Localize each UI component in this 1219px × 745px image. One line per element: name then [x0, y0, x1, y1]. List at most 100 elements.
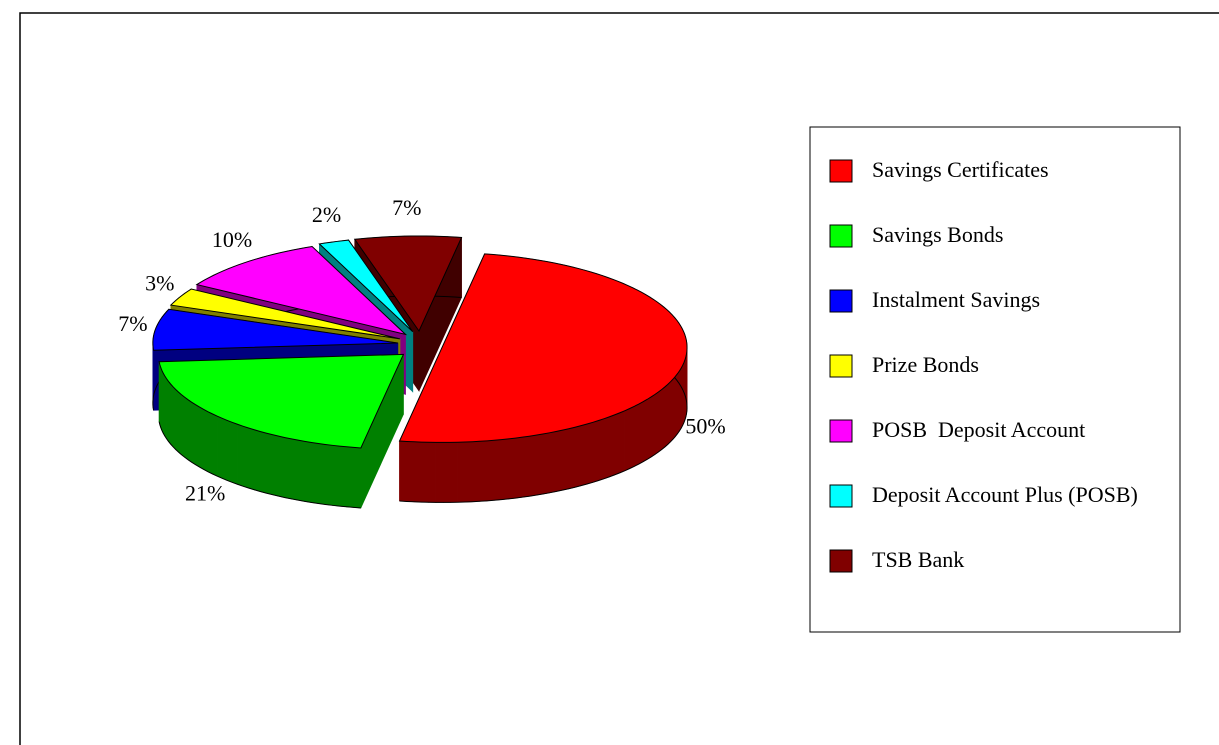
slice-side	[464, 441, 473, 503]
slice-side	[592, 420, 599, 483]
slice-side	[580, 423, 588, 487]
slice-side	[284, 437, 292, 500]
slice-side	[304, 441, 312, 503]
slice-side	[619, 410, 626, 474]
slice-side	[501, 438, 509, 500]
slice	[158, 353, 405, 509]
slice-side	[346, 446, 354, 508]
slice-side	[624, 408, 631, 472]
slice-side	[670, 378, 674, 443]
legend-label: Savings Bonds	[872, 222, 1003, 247]
data-label: 7%	[392, 195, 421, 220]
slice-side	[226, 419, 233, 483]
slice-side	[297, 439, 306, 502]
slice-top	[169, 288, 401, 340]
data-label: 10%	[212, 227, 252, 252]
legend-label: Savings Certificates	[872, 157, 1049, 182]
slice-side	[568, 426, 576, 490]
slice-side	[654, 391, 659, 456]
slice-side	[493, 439, 502, 501]
slice-top	[158, 353, 405, 449]
data-label: 7%	[118, 311, 147, 336]
slice-side	[555, 429, 563, 492]
slice-side	[629, 405, 635, 469]
slice-side	[259, 431, 267, 494]
slice-side	[278, 435, 286, 498]
slice-side	[265, 432, 273, 496]
slice-side	[646, 396, 652, 460]
slice-side	[442, 442, 451, 503]
slice-top	[195, 245, 408, 336]
slice-side	[216, 415, 223, 479]
data-label: 50%	[685, 413, 725, 438]
slice-side	[549, 431, 557, 494]
legend-swatch	[829, 224, 853, 248]
slice-side	[428, 441, 437, 503]
slice-side	[237, 423, 244, 487]
slice-side	[318, 443, 326, 505]
slice-side	[542, 432, 550, 495]
legend-swatch	[829, 354, 853, 378]
slice-side	[479, 440, 488, 502]
slice-side	[614, 412, 621, 476]
slice-side	[667, 380, 671, 446]
slice-top	[398, 253, 688, 443]
slice-side	[450, 441, 459, 503]
slice-side	[207, 411, 213, 475]
legend-label: Prize Bonds	[872, 352, 979, 377]
slice	[398, 253, 688, 503]
slice-side	[248, 427, 255, 491]
slice-side	[634, 403, 640, 467]
legend-label: TSB Bank	[872, 547, 964, 572]
legend-label: Instalment Savings	[872, 287, 1040, 312]
slice-side	[457, 441, 466, 503]
slice-side	[253, 429, 261, 492]
slice-side	[535, 433, 544, 496]
legend-swatch	[829, 549, 853, 573]
slice-side	[353, 447, 362, 509]
slice-side	[522, 435, 530, 498]
slice-side	[221, 417, 228, 481]
slice-top	[318, 239, 414, 333]
slice-side	[486, 439, 495, 502]
data-label: 21%	[185, 481, 225, 506]
data-label: 2%	[312, 202, 341, 227]
slice-side	[675, 372, 678, 438]
slice-side	[598, 418, 605, 481]
legend-swatch	[829, 419, 853, 443]
data-label: 3%	[145, 270, 174, 295]
slice-side	[642, 398, 648, 463]
slice-side	[272, 434, 279, 497]
slice-side	[508, 437, 516, 500]
slice-top	[353, 235, 463, 333]
slice-side	[242, 425, 249, 489]
slice-side	[658, 388, 663, 453]
slice-side	[515, 436, 523, 499]
slice-side	[331, 444, 340, 507]
slice-side	[650, 393, 656, 458]
slice-side	[311, 442, 319, 504]
legend-swatch	[829, 289, 853, 313]
slice-side	[339, 445, 347, 508]
slice-side	[661, 386, 666, 451]
slice-side	[324, 444, 333, 506]
legend-label: POSB Deposit Account	[872, 417, 1085, 442]
slice-side	[528, 434, 537, 497]
legend-swatch	[829, 159, 853, 183]
legend-swatch	[829, 484, 853, 508]
slice-side	[638, 401, 644, 465]
slice-side	[562, 428, 570, 491]
slice-top	[152, 308, 398, 351]
slice-side	[472, 440, 481, 503]
slice-side	[672, 375, 676, 440]
legend-label: Deposit Account Plus (POSB)	[872, 482, 1138, 507]
slice-side	[231, 421, 238, 485]
slice-side	[435, 442, 444, 503]
slice-side	[586, 421, 594, 485]
slice-side	[664, 383, 669, 448]
slice-side	[609, 414, 616, 478]
slice-side	[212, 413, 218, 477]
slice-outline	[158, 421, 361, 509]
legend-box	[809, 126, 1181, 633]
